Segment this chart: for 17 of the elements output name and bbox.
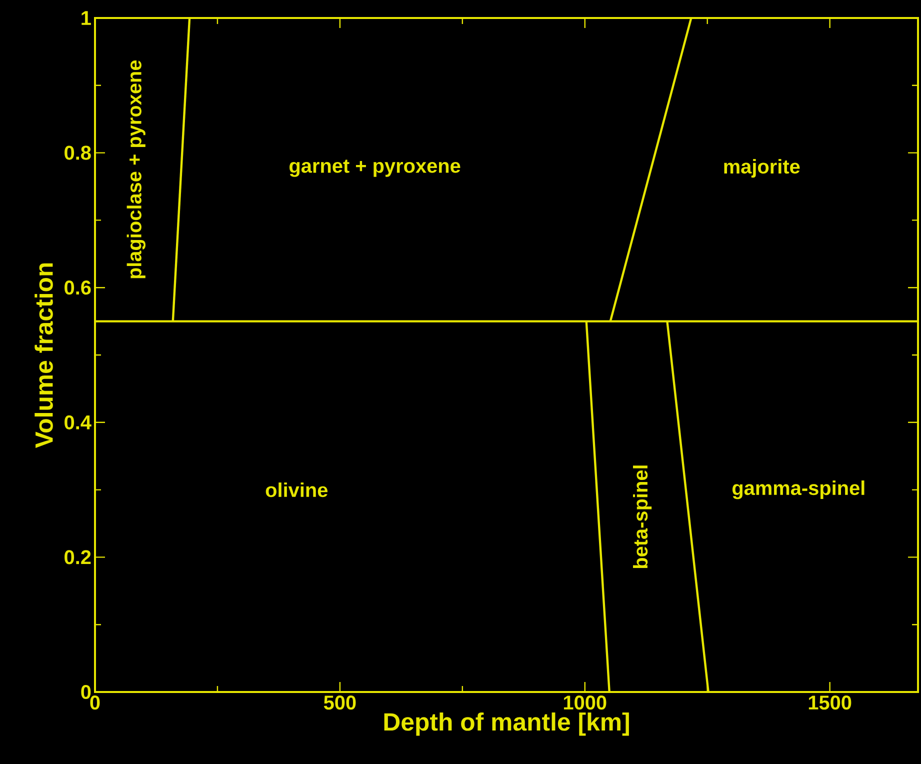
y-tick-label: 0: [81, 684, 91, 700]
y-tick-label: 0.8: [64, 146, 91, 160]
annotation: garnet + pyroxene: [290, 160, 460, 177]
x-tick-label: 1000: [564, 696, 606, 710]
x-axis-title: Depth of mantle [km]: [384, 712, 629, 736]
annotation: plagioclase + pyroxene: [126, 60, 146, 278]
annotation: gamma-spinel: [732, 480, 864, 500]
x-tick-label: 500: [324, 696, 356, 710]
y-tick-label: 0.2: [64, 550, 91, 564]
y-tick-label: 1: [82, 11, 91, 25]
y-axis-title: Volume fraction: [34, 263, 53, 448]
y-tick-label: 0.6: [64, 280, 91, 295]
annotation: majorite: [724, 159, 800, 178]
annotation: olivine: [266, 482, 328, 498]
annotation: beta-spinel: [633, 466, 652, 568]
y-tick-label: 0.4: [64, 415, 92, 430]
x-tick-label: 1500: [808, 696, 852, 710]
